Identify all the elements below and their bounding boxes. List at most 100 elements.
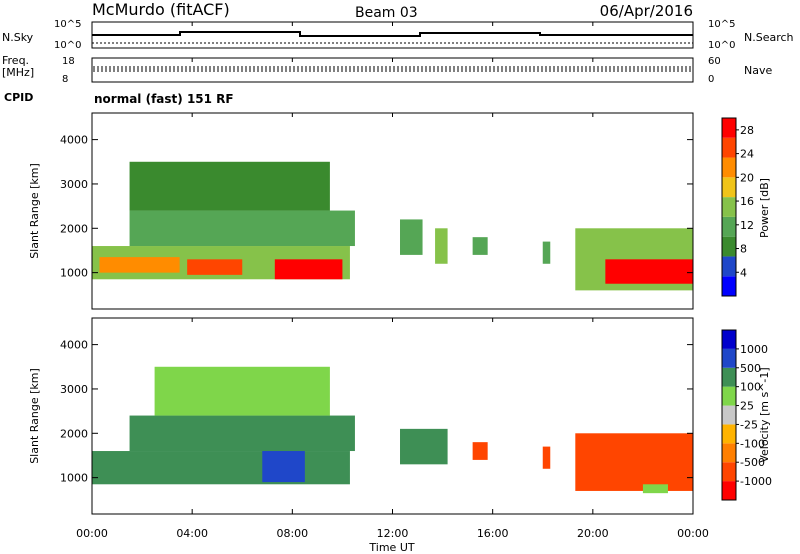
noise-right-tick-bottom: 10^0 <box>708 40 735 51</box>
heatmap-cell <box>92 451 350 485</box>
heatmap-cell <box>154 366 330 416</box>
freq-label: Freq. <box>2 54 29 67</box>
x-tick-label: 20:00 <box>577 527 609 540</box>
colorbar-tick-label: 1000 <box>740 343 768 356</box>
x-tick-label: 08:00 <box>276 527 308 540</box>
colorbar-segment <box>722 256 736 277</box>
y-tick-label: 1000 <box>60 472 88 485</box>
station-title: McMurdo (fitACF) <box>92 0 230 19</box>
heatmap-cell <box>99 257 180 273</box>
freq-right-tick-bottom: 0 <box>708 74 714 85</box>
power-y-label: Slant Range [km] <box>28 163 41 259</box>
x-ticks: 00:00 04:00 08:00 12:00 16:00 20:00 00:00 <box>76 22 709 540</box>
colorbar-tick-label: 8 <box>740 243 747 256</box>
colorbar-tick-label: 20 <box>740 171 754 184</box>
velocity-heatmap <box>92 366 693 494</box>
colorbar-frame <box>721 117 737 297</box>
colorbar-tick-label: 12 <box>740 219 754 232</box>
y-tick-label: 2000 <box>60 222 88 235</box>
x-tick-label: 16:00 <box>477 527 509 540</box>
x-axis-title: Time UT <box>368 541 414 554</box>
heatmap-cell <box>575 433 693 491</box>
colorbar-segment <box>722 157 736 178</box>
colorbar-segment <box>722 276 736 296</box>
colorbar-segment <box>722 367 736 387</box>
colorbar-tick-label: -25 <box>740 418 758 431</box>
colorbar-segment <box>722 424 736 444</box>
colorbar-tick-label: -100 <box>740 437 765 450</box>
colorbar-segment <box>722 481 736 500</box>
colorbar-segment <box>722 330 736 349</box>
velocity-y-label: Slant Range [km] <box>28 368 41 464</box>
colorbar-tick-label: -1000 <box>740 475 772 488</box>
colorbar-segment <box>722 177 736 198</box>
y-tick-label: 4000 <box>60 134 88 147</box>
power-colorbar-label: Power [dB] <box>758 178 771 238</box>
power-y-ticks: 1000 2000 3000 4000 <box>60 134 693 280</box>
colorbar-tick-label: 25 <box>740 400 754 413</box>
velocity-colorbar-label: Velocity [m s^-1] <box>758 367 771 462</box>
x-tick-label: 04:00 <box>176 527 208 540</box>
beam-title: Beam 03 <box>355 5 418 21</box>
noise-left-tick-bottom: 10^0 <box>54 40 81 51</box>
y-tick-label: 3000 <box>60 178 88 191</box>
y-tick-label: 3000 <box>60 383 88 396</box>
colorbar-tick-label: 28 <box>740 124 754 137</box>
freq-marks <box>93 66 691 72</box>
heatmap-cell <box>605 259 693 284</box>
velocity-y-ticks: 1000 2000 3000 4000 <box>60 339 693 485</box>
power-heatmap <box>92 161 693 291</box>
colorbar-segment <box>722 137 736 158</box>
y-tick-label: 1000 <box>60 267 88 280</box>
noise-sky-line <box>92 31 693 37</box>
heatmap-cell <box>274 259 343 280</box>
freq-left-tick-top: 18 <box>62 56 75 67</box>
nave-label: Nave <box>744 64 772 77</box>
colorbar-tick-label: 100 <box>740 381 761 394</box>
cpid-label: CPID <box>4 91 33 104</box>
x-tick-label: 00:00 <box>677 527 709 540</box>
date-title: 06/Apr/2016 <box>600 2 693 20</box>
colorbar-segment <box>722 118 736 138</box>
y-tick-label: 4000 <box>60 339 88 352</box>
colorbar-tick-label: -500 <box>740 456 765 469</box>
power-colorbar: 4 8 12 16 20 24 28 <box>721 117 754 297</box>
nsky-label: N.Sky <box>2 31 34 44</box>
velocity-colorbar: 1000 500 100 25 -25 -100 -500 -1000 <box>721 329 772 501</box>
colorbar-tick-label: 16 <box>740 195 754 208</box>
heatmap-cell <box>187 259 243 275</box>
heatmap-cell <box>472 442 488 460</box>
heatmap-cell <box>400 428 448 465</box>
colorbar-segment <box>722 348 736 368</box>
freq-left-tick-bottom: 8 <box>62 74 68 85</box>
heatmap-cell <box>400 219 423 255</box>
colorbar-tick-label: 500 <box>740 362 761 375</box>
colorbar-segment <box>722 236 736 257</box>
colorbar-segment <box>722 216 736 237</box>
heatmap-cell <box>435 228 448 264</box>
colorbar-tick-label: 24 <box>740 148 754 161</box>
heatmap-cell <box>642 484 668 494</box>
x-tick-label: 12:00 <box>377 527 409 540</box>
cpid-text: normal (fast) 151 RF <box>94 92 234 106</box>
colorbar-segment <box>722 405 736 425</box>
heatmap-cell <box>542 446 551 469</box>
colorbar-segment <box>722 197 736 217</box>
heatmap-cell <box>129 161 330 211</box>
colorbar-segment <box>722 462 736 482</box>
freq-right-tick-top: 60 <box>708 56 721 67</box>
heatmap-cell <box>129 210 355 247</box>
heatmap-cell <box>129 415 355 452</box>
heatmap-cell <box>542 241 551 264</box>
nsearch-label: N.Search <box>744 31 794 44</box>
colorbar-segment <box>722 443 736 463</box>
freq-unit-label: [MHz] <box>2 66 34 79</box>
heatmap-cell <box>472 237 488 255</box>
colorbar-tick-label: 4 <box>740 266 747 279</box>
colorbar-segment <box>722 386 736 406</box>
y-tick-label: 2000 <box>60 427 88 440</box>
x-tick-label: 00:00 <box>76 527 108 540</box>
noise-left-tick-top: 10^5 <box>54 19 81 30</box>
noise-right-tick-top: 10^5 <box>708 19 735 30</box>
